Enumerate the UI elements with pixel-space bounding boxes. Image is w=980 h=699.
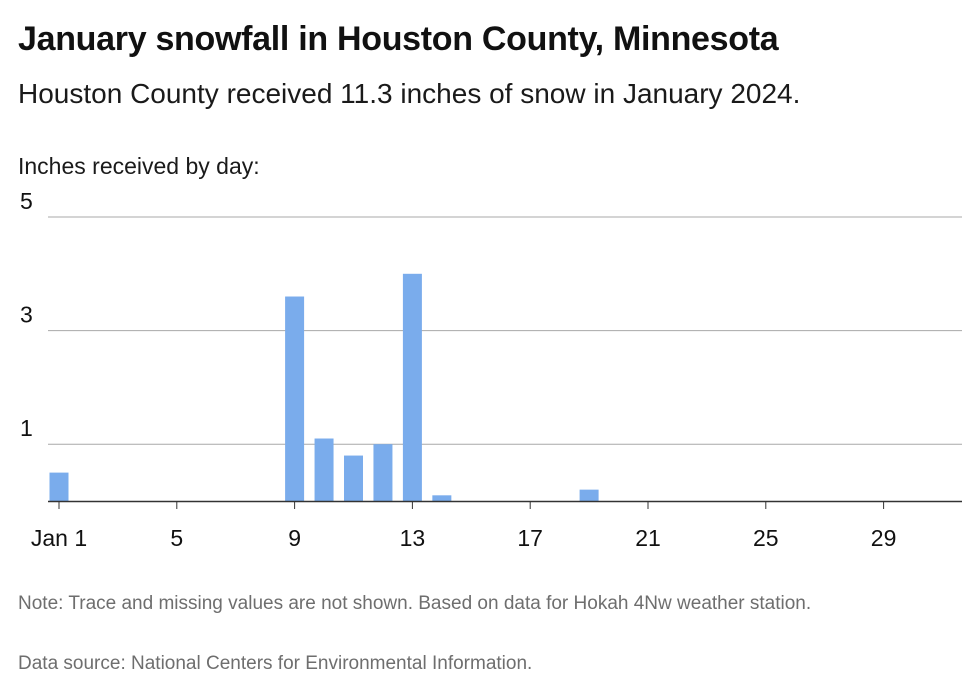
x-tick-label: 25 <box>753 525 779 551</box>
y-tick-label: 1 <box>20 415 33 441</box>
bar <box>432 495 452 501</box>
y-tick-labels: 1 3 5 <box>20 188 33 441</box>
x-tick-label: 17 <box>517 525 543 551</box>
bar-chart: 135 Jan 1 5 9 13 17 21 25 29 <box>20 188 962 551</box>
x-tick-label: 5 <box>170 525 183 551</box>
bar <box>373 444 393 501</box>
x-tick-label: 21 <box>635 525 661 551</box>
x-tick-labels: Jan 1 5 9 13 17 21 25 29 <box>31 501 897 551</box>
bars <box>49 273 599 501</box>
bar <box>314 438 334 501</box>
x-tick-label: 9 <box>288 525 301 551</box>
bar <box>344 455 363 501</box>
y-axis-label: Inches received by day: <box>18 153 260 179</box>
chart-title: January snowfall in Houston County, Minn… <box>18 20 779 58</box>
gridlines <box>48 216 962 445</box>
data-source: Data source: National Centers for Enviro… <box>18 653 533 674</box>
bar <box>285 296 305 501</box>
bar <box>579 489 599 501</box>
x-tick-label: Jan 1 <box>31 525 87 551</box>
y-tick-label: 3 <box>20 302 33 328</box>
chart-subtitle: Houston County received 11.3 inches of s… <box>18 78 801 109</box>
bar <box>49 472 69 501</box>
x-tick-label: 13 <box>400 525 426 551</box>
bar <box>402 273 422 501</box>
x-tick-label: 29 <box>871 525 897 551</box>
y-tick-label: 5 <box>20 188 33 214</box>
footnote: Note: Trace and missing values are not s… <box>18 593 812 614</box>
